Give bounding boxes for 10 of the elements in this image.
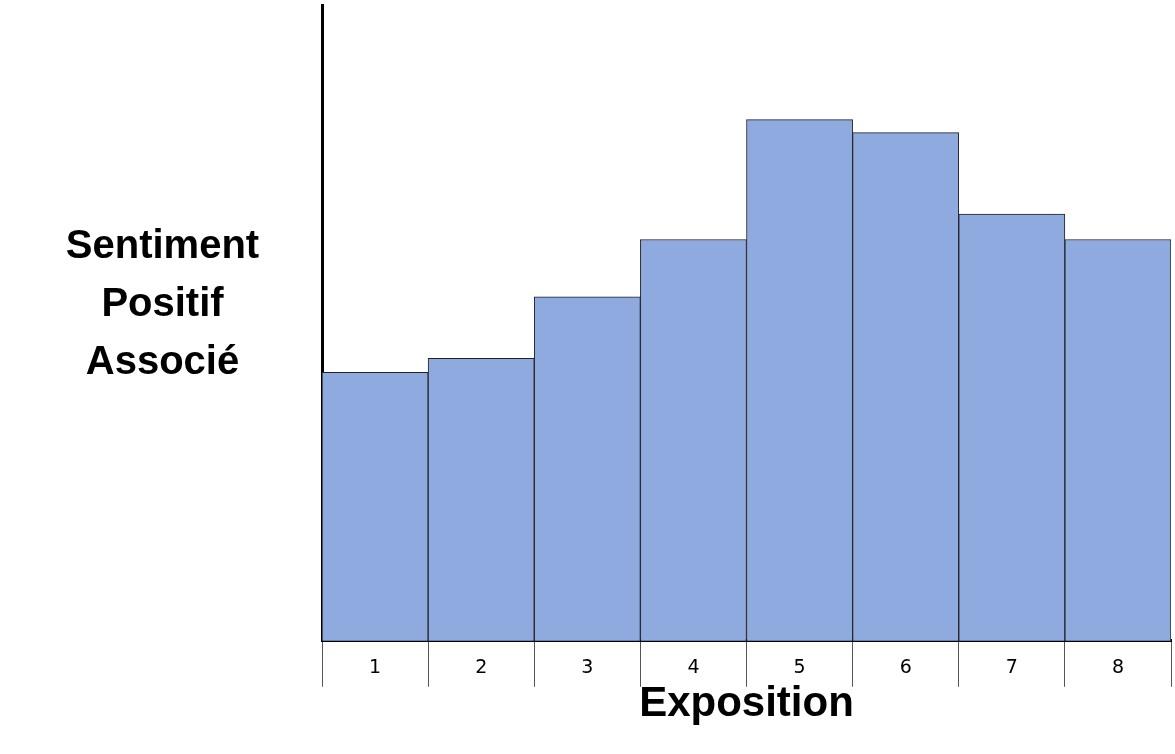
x-tick-label: 7	[1005, 655, 1018, 678]
x-tick-label: 8	[1111, 655, 1124, 678]
x-tick-label: 2	[475, 655, 488, 678]
x-tick-label: 1	[369, 655, 382, 678]
y-axis-title: Sentiment Positif Associé	[64, 221, 261, 384]
x-axis-title: Exposition	[639, 678, 854, 726]
x-tick-label: 5	[793, 655, 806, 678]
x-tick-label: 6	[899, 655, 912, 678]
x-tick-label: 3	[581, 655, 594, 678]
x-tick-label: 4	[687, 655, 700, 678]
